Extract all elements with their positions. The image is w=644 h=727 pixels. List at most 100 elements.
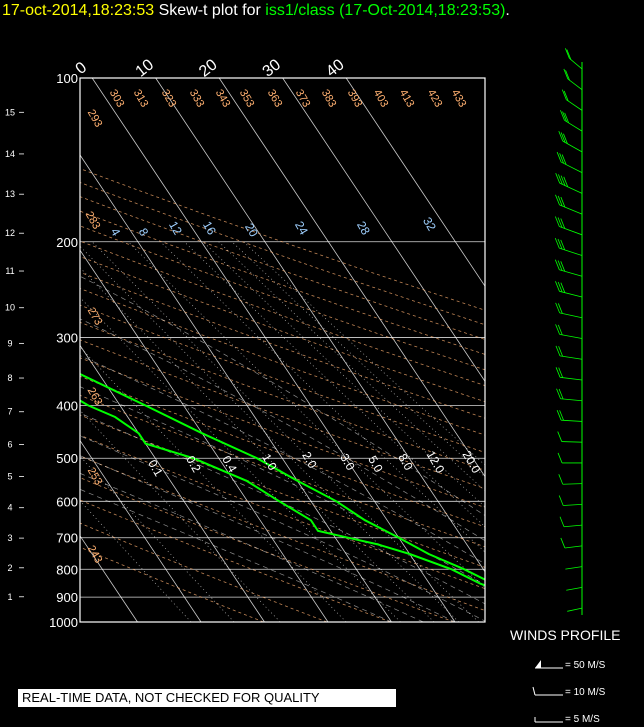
dry-adiabat-line (80, 256, 485, 403)
dry-adiabat-line (80, 182, 485, 326)
height-label: 11 (5, 266, 14, 276)
winds-profile-title: WINDS PROFILE (510, 627, 621, 643)
wind-barb-flag (563, 133, 568, 144)
moist-adiabat-line (80, 275, 485, 516)
mixing-ratio-low-label: 20.0 (460, 448, 484, 476)
isotherm-line (80, 344, 265, 622)
wind-barb (561, 419, 583, 422)
dry-adiabat-label: 283 (83, 210, 103, 232)
temperature-trace (80, 372, 485, 581)
dry-adiabat-label: 353 (237, 88, 257, 110)
wind-barb-flag (557, 260, 563, 271)
height-label: 10 (5, 303, 15, 313)
quality-disclaimer: REAL-TIME DATA, NOT CHECKED FOR QUALITY (18, 689, 396, 707)
dry-adiabat-line (80, 210, 485, 355)
wind-barb-flag (560, 218, 566, 229)
wind-barb (566, 99, 583, 111)
height-label: 3 (7, 533, 12, 543)
isotherm-line (345, 78, 485, 287)
isotherm-line (218, 78, 485, 478)
wind-barb-flag (561, 89, 567, 100)
mixing-ratio-low-label: 8.0 (395, 451, 416, 473)
mixing-ratio-label: 24 (292, 219, 311, 238)
wind-barb-flag (555, 302, 561, 314)
wind-barb-flag (555, 324, 560, 335)
pressure-label: 900 (56, 590, 78, 605)
wind-barb-flag (564, 112, 570, 124)
height-label: 6 (7, 440, 12, 450)
moist-adiabat-line (80, 318, 485, 542)
wind-barb-flag (557, 238, 563, 250)
mixing-ratio-label: 32 (420, 215, 439, 234)
moist-adiabat-line (80, 488, 392, 622)
wind-barb-flag (557, 281, 563, 293)
wind-barb-flag (556, 151, 562, 163)
wind-barb-flag (557, 195, 563, 207)
mixing-ratio-line (80, 297, 401, 622)
dry-adiabat-label: 413 (397, 88, 417, 110)
dry-adiabat-line (80, 321, 485, 471)
height-label: 12 (5, 228, 15, 238)
dry-adiabat-label: 273 (85, 306, 105, 328)
dry-adiabat-line (80, 522, 328, 622)
wind-barb-flag (557, 431, 563, 442)
wind-barb (559, 247, 583, 256)
wind-barb-flag (565, 48, 570, 59)
wind-barb-flag (554, 237, 560, 249)
wind-barb-flag (555, 173, 561, 184)
mixing-ratio-line (80, 500, 192, 622)
wind-barb (564, 119, 583, 132)
wind-barb (559, 290, 583, 298)
dry-adiabat-line (80, 434, 485, 590)
wind-barb-flag (559, 516, 565, 527)
mixing-ratio-low-label: 3.0 (337, 451, 358, 473)
dry-adiabat-label: 333 (187, 88, 207, 110)
isotherm-label: 10 (133, 56, 158, 80)
wind-barb-flag (559, 410, 564, 421)
mixing-ratio-line (80, 267, 435, 622)
wind-barb-flag (559, 153, 564, 164)
mixing-ratio-line (80, 245, 460, 622)
height-label: 2 (7, 563, 12, 573)
title-timestamp: 17-oct-2014,18:23:53 (2, 2, 155, 19)
moist-adiabat-line (80, 355, 485, 565)
wind-legend-pennant (535, 660, 541, 668)
wind-barb (564, 545, 583, 549)
height-label: 5 (7, 472, 12, 482)
wind-barb-flag (560, 282, 566, 293)
pressure-label: 600 (56, 494, 78, 509)
wind-barb-flag (563, 176, 569, 187)
wind-legend-50: = 50 M/S (565, 660, 606, 671)
wind-barb-flag (558, 130, 564, 142)
height-label: 1 (7, 592, 12, 602)
wind-barb-flag (558, 346, 563, 357)
isotherm-label: 40 (323, 56, 348, 80)
wind-barb (563, 504, 583, 506)
wind-barb-flag (560, 132, 566, 143)
wind-barb-flag (556, 410, 562, 421)
wind-barb (563, 524, 583, 528)
title-period: . (505, 2, 510, 19)
wind-barb (559, 355, 583, 360)
mixing-ratio-low-label: 2.0 (299, 449, 320, 471)
dry-adiabat-label: 343 (213, 88, 233, 110)
wind-barb-flag (563, 68, 569, 80)
dry-adiabat-line (80, 455, 485, 611)
mixing-ratio-low-label: 0.1 (145, 457, 166, 479)
wind-barb (561, 441, 583, 443)
dry-adiabat-label: 293 (85, 108, 105, 130)
wind-barb-flag (558, 474, 564, 485)
wind-barb-flag (555, 367, 561, 378)
wind-barb-flag (557, 217, 563, 228)
dry-adiabat-line (80, 357, 485, 508)
dry-adiabat-label: 373 (293, 88, 313, 110)
dry-adiabat-line (80, 339, 485, 490)
wind-barb-flag (558, 367, 564, 378)
wind-barb-flag (555, 281, 560, 292)
mixing-ratio-label: 12 (166, 219, 185, 238)
dry-adiabat-line (80, 196, 485, 340)
wind-barb (567, 78, 583, 90)
dry-adiabat-line (80, 477, 455, 622)
dry-adiabat-label: 363 (265, 88, 285, 110)
moist-adiabat-line (80, 386, 485, 586)
